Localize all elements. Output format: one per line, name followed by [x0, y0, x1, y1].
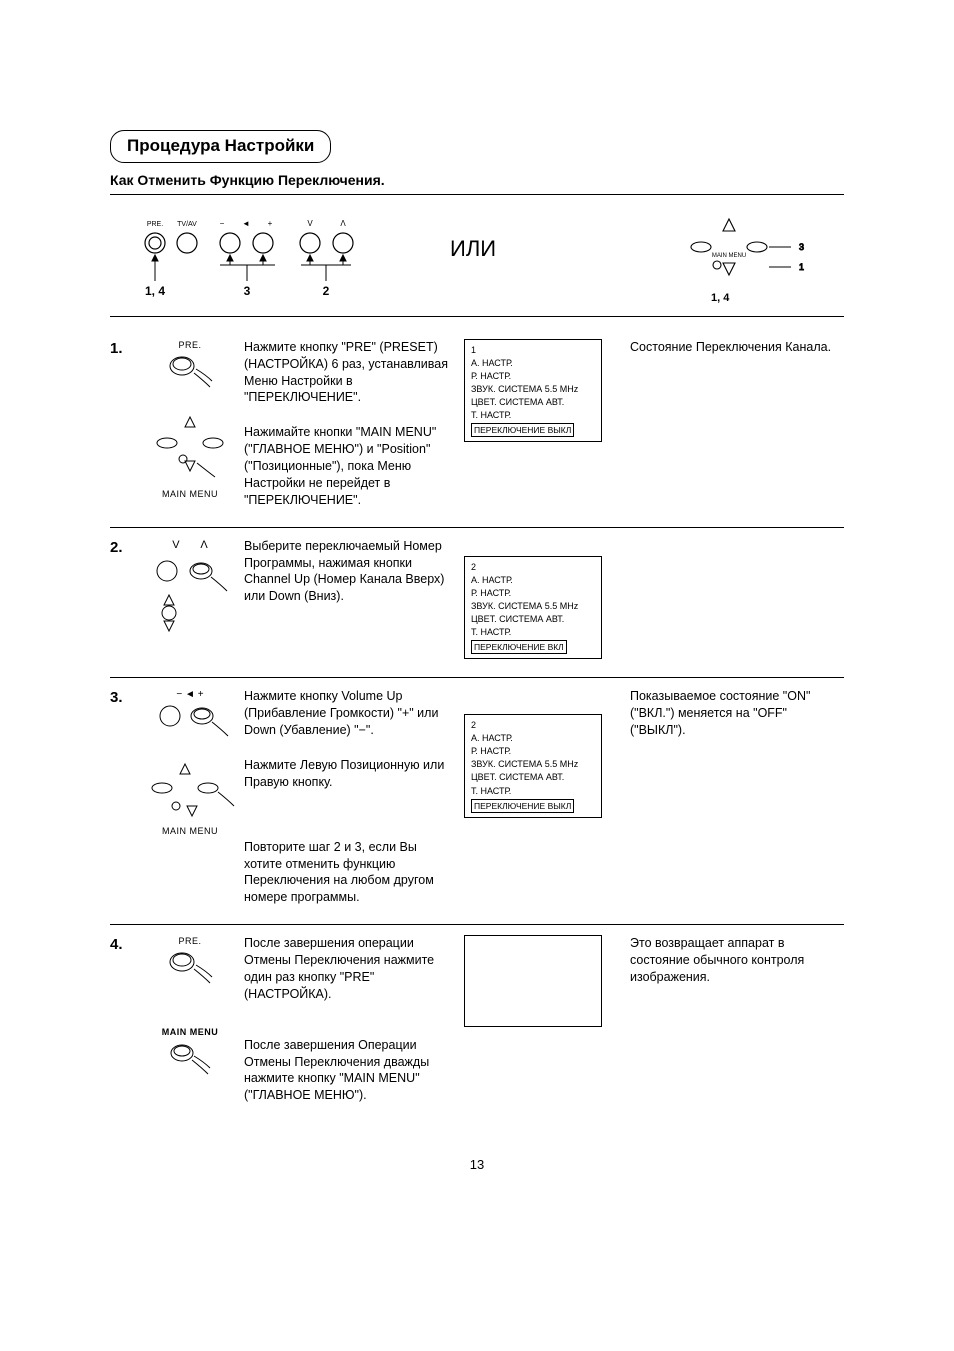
- step-4-icons: PRE. MAIN MENU: [136, 935, 244, 1082]
- step-2: 2. V Λ Выберите переключаемый Номер Прог…: [110, 528, 844, 679]
- step-1-icons: PRE. MAIN MENU: [136, 339, 244, 500]
- svg-text:+: +: [268, 219, 273, 228]
- svg-text:3: 3: [244, 284, 251, 298]
- step-number: 1.: [110, 339, 136, 359]
- step-3-icons: − ◄ + MAIN MENU: [136, 688, 244, 837]
- svg-text:MAIN MENU: MAIN MENU: [712, 253, 746, 259]
- svg-text:3: 3: [799, 242, 804, 252]
- step-1-note: Состояние Переключения Канала.: [624, 339, 844, 356]
- step-number: 3.: [110, 688, 136, 708]
- svg-text:1, 4: 1, 4: [145, 284, 165, 298]
- step-3-note: Показываемое состояние "ON" ("ВКЛ.") мен…: [624, 688, 844, 739]
- knob-press-icon: [160, 351, 220, 391]
- or-label: ИЛИ: [450, 234, 496, 264]
- mainmenu-press-icon: [160, 1038, 220, 1078]
- step-1: 1. PRE. MAIN MENU Нажмите кнопку "PRE: [110, 329, 844, 528]
- blank-screen-icon: [464, 935, 602, 1027]
- step-4-screen: [464, 935, 624, 1027]
- mainmenu-press-icon: [145, 413, 235, 483]
- mainmenu-diagram: MAIN MENU 3 1 1, 4: [659, 213, 829, 308]
- step-number: 2.: [110, 538, 136, 558]
- remote-diagram: PRE. TV/AV − ◄ + V Λ 1, 4 3 2: [115, 215, 405, 305]
- svg-text:1: 1: [799, 262, 804, 272]
- step-2-icons: V Λ: [136, 538, 244, 637]
- page-subtitle: Как Отменить Функцию Переключения.: [110, 171, 844, 195]
- header-remote-row: PRE. TV/AV − ◄ + V Λ 1, 4 3 2 ИЛИ: [110, 213, 844, 317]
- step-4-note: Это возвращает аппарат в состояние обычн…: [624, 935, 844, 986]
- svg-text:V: V: [307, 219, 313, 228]
- step-4-text: После завершения операции Отмены Переклю…: [244, 935, 464, 1104]
- step-2-screen: 2 А. НАСТР. Р. НАСТР. ЗВУК. СИСТЕМА 5.5 …: [464, 538, 624, 660]
- svg-text:PRE.: PRE.: [147, 221, 163, 228]
- step-2-text: Выберите переключаемый Номер Программы, …: [244, 538, 464, 606]
- step-1-text: Нажмите кнопку "PRE" (PRESET) (НАСТРОЙКА…: [244, 339, 464, 509]
- svg-text:TV/AV: TV/AV: [177, 221, 197, 228]
- svg-text:Λ: Λ: [340, 219, 346, 228]
- position-lr-icon: [140, 760, 240, 820]
- page-number: 13: [110, 1156, 844, 1174]
- svg-text:◄: ◄: [242, 219, 250, 228]
- volume-icon: [150, 702, 230, 738]
- step-number: 4.: [110, 935, 136, 955]
- svg-text:−: −: [220, 219, 225, 228]
- step-1-screen: 1 А. НАСТР. Р. НАСТР. ЗВУК. СИСТЕМА 5.5 …: [464, 339, 624, 443]
- step-3-screen: 2 А. НАСТР. Р. НАСТР. ЗВУК. СИСТЕМА 5.5 …: [464, 688, 624, 818]
- step-3-text: Нажмите кнопку Volume Up (Прибавление Гр…: [244, 688, 464, 906]
- channel-up-down-icon: [145, 553, 235, 633]
- page-title: Процедура Настройки: [110, 130, 331, 163]
- step-3: 3. − ◄ + MAIN MENU Нажмите кнопку V: [110, 678, 844, 925]
- svg-text:2: 2: [323, 284, 330, 298]
- svg-text:1, 4: 1, 4: [711, 292, 730, 304]
- step-4: 4. PRE. MAIN MENU После завершения опера…: [110, 925, 844, 1122]
- knob-press-icon: [160, 947, 220, 987]
